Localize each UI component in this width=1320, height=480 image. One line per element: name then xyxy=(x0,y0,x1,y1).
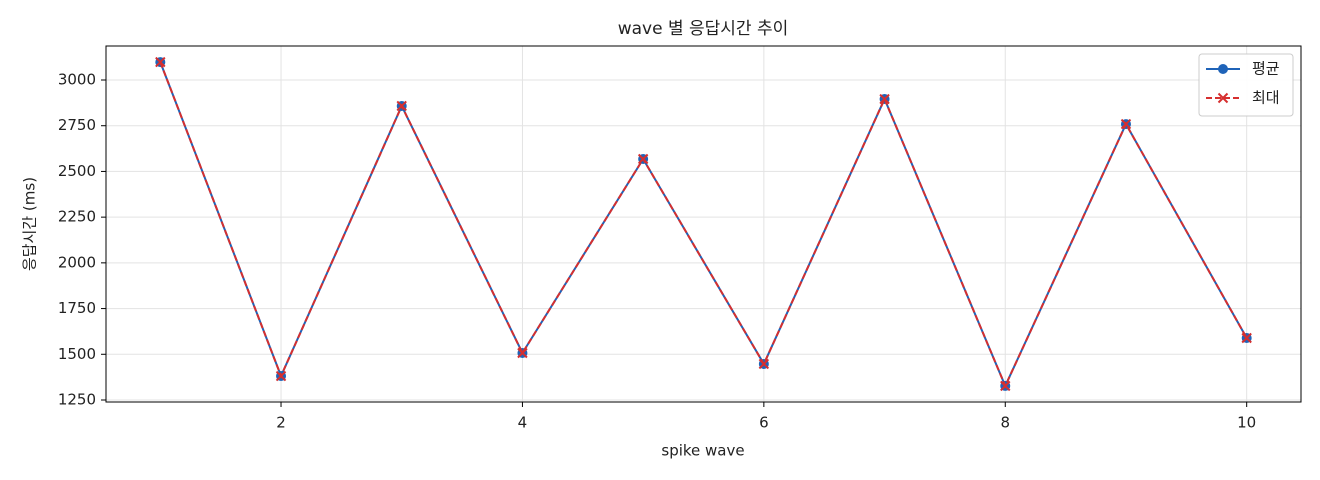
legend-marker xyxy=(1217,92,1229,104)
x-tick-label: 10 xyxy=(1237,414,1256,432)
x-tick-label: 8 xyxy=(1000,414,1010,432)
y-tick-label: 1500 xyxy=(58,345,96,363)
grid xyxy=(106,46,1301,402)
y-tick-label: 2750 xyxy=(58,116,96,134)
x-tick-label: 6 xyxy=(759,414,769,432)
y-tick-label: 2000 xyxy=(58,253,96,271)
x-axis-label: spike wave xyxy=(661,442,744,460)
point xyxy=(275,370,287,382)
point xyxy=(1000,380,1011,392)
y-tick-label: 3000 xyxy=(58,71,96,89)
y-tick-label: 2250 xyxy=(58,208,96,226)
x-tick-label: 2 xyxy=(276,414,286,432)
plot xyxy=(155,56,1252,392)
x-tick-label: 4 xyxy=(518,414,528,432)
y-axis-label: 응답시간 (ms) xyxy=(21,177,39,271)
series-line xyxy=(159,61,1248,389)
point xyxy=(879,93,890,105)
axes-frame xyxy=(105,45,1302,403)
y-tick-label: 2500 xyxy=(58,162,96,180)
chart-title: wave 별 응답시간 추이 xyxy=(618,19,789,39)
point xyxy=(1241,332,1252,344)
y-tick-label: 1750 xyxy=(58,299,96,317)
point xyxy=(396,100,407,112)
point xyxy=(517,347,528,359)
legend-marker xyxy=(1218,64,1228,74)
point xyxy=(637,153,649,165)
point xyxy=(758,358,770,370)
y-tick-label: 1250 xyxy=(58,390,96,408)
point xyxy=(155,56,166,68)
legend-label: 최대 xyxy=(1252,89,1280,107)
point xyxy=(1120,118,1132,130)
legend-label: 평균 xyxy=(1252,60,1280,78)
